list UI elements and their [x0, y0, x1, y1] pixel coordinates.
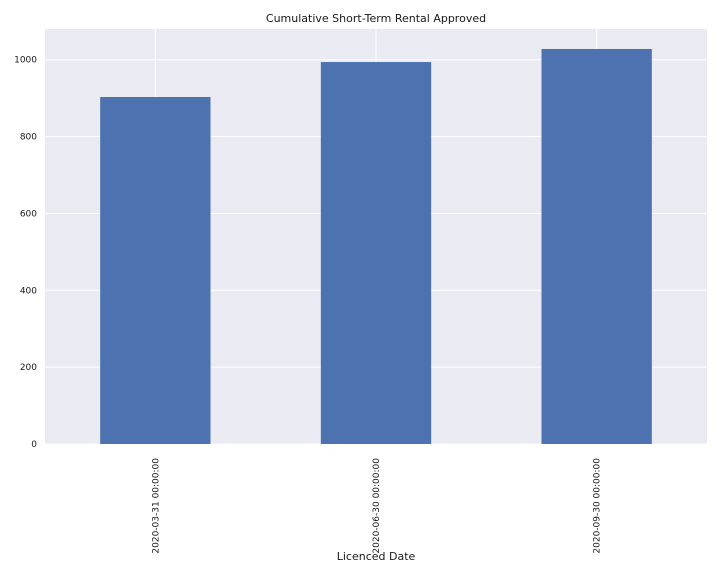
x-tick-label: 2020-06-30 00:00:00 [372, 458, 382, 554]
bar [541, 48, 652, 445]
x-axis-label: Licenced Date [337, 550, 416, 563]
x-axis-ticks: 2020-03-31 00:00:00 2020-06-30 00:00:00 20… [151, 458, 602, 554]
y-axis-ticks: 0 200 400 600 800 1000 [14, 56, 37, 450]
y-tick-label: 600 [20, 209, 37, 219]
x-tick-label: 2020-09-30 00:00:00 [593, 458, 603, 554]
chart-title: Cumulative Short-Term Rental Approved [266, 12, 486, 25]
y-tick-label: 200 [20, 363, 37, 373]
y-tick-label: 0 [31, 440, 37, 450]
y-tick-label: 1000 [14, 56, 37, 66]
bar [100, 97, 211, 444]
y-tick-label: 800 [20, 133, 37, 143]
x-tick-label: 2020-03-31 00:00:00 [151, 458, 161, 554]
y-tick-label: 400 [20, 286, 37, 296]
bar [320, 62, 432, 444]
bars [100, 48, 652, 445]
